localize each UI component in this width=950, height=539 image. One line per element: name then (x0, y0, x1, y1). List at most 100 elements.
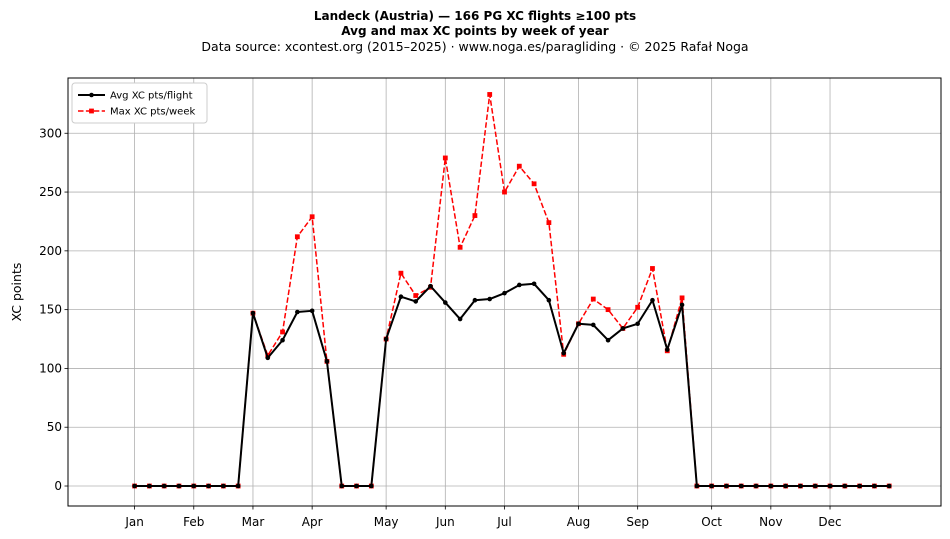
data-point (457, 244, 463, 250)
y-tick-label: 200 (39, 244, 62, 258)
data-point (783, 483, 788, 489)
y-axis-label: XC points (9, 263, 24, 322)
legend-marker (89, 92, 94, 98)
data-point (812, 483, 818, 489)
data-point (428, 283, 433, 289)
chart-title: Landeck (Austria) — 166 PG XC flights ≥1… (313, 9, 637, 23)
data-point (886, 483, 892, 489)
data-point (443, 300, 448, 305)
data-point (487, 296, 493, 302)
axis-ticks: 0 50 100 150 200 250 300 Jan Feb Mar Apr May Jun Jul A… (39, 126, 842, 529)
data-point (457, 316, 463, 322)
data-point (635, 321, 640, 327)
data-point (650, 266, 655, 271)
data-point (309, 308, 315, 314)
data-point (753, 483, 759, 489)
x-tick-label: Sep (626, 515, 649, 529)
x-tick-label: Nov (759, 515, 782, 529)
data-point (191, 483, 197, 489)
data-point (620, 326, 626, 331)
data-point (354, 483, 359, 489)
data-point (295, 309, 300, 315)
data-point (206, 483, 211, 489)
data-point (265, 355, 271, 361)
data-point (590, 296, 596, 302)
data-point (398, 270, 404, 276)
data-point (176, 483, 182, 489)
data-point (709, 483, 714, 489)
legend-label: Max XC pts/week (110, 107, 195, 118)
data-point (694, 483, 700, 489)
data-point (398, 294, 404, 300)
data-point (472, 297, 478, 303)
data-point (798, 483, 803, 489)
data-point (605, 337, 611, 343)
data-point (324, 359, 330, 364)
data-point (546, 220, 552, 226)
data-point (857, 483, 862, 489)
legend-label: Avg XC pts/flight (110, 91, 193, 102)
data-point (679, 302, 685, 308)
data-point (605, 307, 611, 313)
data-point (576, 321, 581, 327)
chart-titles: Landeck (Austria) — 166 PG XC flights ≥1… (0, 9, 950, 54)
legend-box (71, 82, 208, 124)
data-point (147, 483, 152, 489)
y-tick-label: 100 (39, 361, 62, 375)
data-point (369, 483, 374, 489)
data-point (724, 483, 729, 489)
data-point (472, 213, 478, 218)
data-point (738, 483, 744, 489)
data-point (280, 329, 285, 335)
x-tick-label: Jul (496, 515, 511, 529)
data-point (768, 483, 774, 489)
series-layer (132, 92, 892, 489)
legend-marker (89, 108, 94, 114)
data-point (516, 163, 522, 169)
series-line-0 (134, 282, 890, 488)
x-tick-label: Oct (701, 515, 722, 529)
data-point (309, 214, 315, 220)
y-tick-label: 300 (39, 126, 62, 140)
data-point (161, 483, 167, 489)
data-point (132, 483, 137, 489)
data-point (502, 290, 507, 296)
chart-source: Data source: xcontest.org (2015–2025) · … (201, 39, 749, 54)
data-point (650, 297, 655, 303)
data-point (664, 347, 670, 352)
y-tick-label: 250 (39, 185, 62, 199)
data-point (516, 282, 522, 288)
data-point (561, 350, 566, 356)
data-point (679, 295, 685, 301)
data-point (872, 483, 877, 489)
x-tick-label: Jan (124, 515, 144, 529)
data-point (250, 310, 256, 316)
x-tick-label: Dec (818, 515, 841, 529)
data-point (531, 181, 537, 187)
data-point (294, 234, 300, 240)
y-tick-label: 0 (54, 479, 62, 493)
y-tick-label: 50 (47, 420, 62, 434)
x-tick-label: Mar (242, 515, 265, 529)
data-point (487, 92, 493, 97)
data-point (442, 155, 448, 161)
x-tick-label: Aug (567, 515, 590, 529)
data-point (413, 293, 419, 298)
data-point (635, 304, 641, 310)
x-tick-label: Jun (435, 515, 455, 529)
data-point (546, 297, 552, 303)
data-point (842, 483, 848, 489)
x-tick-label: Feb (183, 515, 204, 529)
chart-subtitle: Avg and max XC points by week of year (341, 24, 609, 38)
data-point (531, 281, 537, 287)
data-point (339, 483, 345, 489)
data-point (590, 322, 596, 328)
data-point (413, 299, 419, 304)
legend: Avg XC pts/flight Max XC pts/week (71, 82, 208, 124)
y-tick-label: 150 (39, 303, 62, 317)
data-point (383, 336, 389, 342)
data-point (235, 483, 241, 489)
data-point (221, 483, 226, 489)
x-tick-label: Apr (302, 515, 323, 529)
